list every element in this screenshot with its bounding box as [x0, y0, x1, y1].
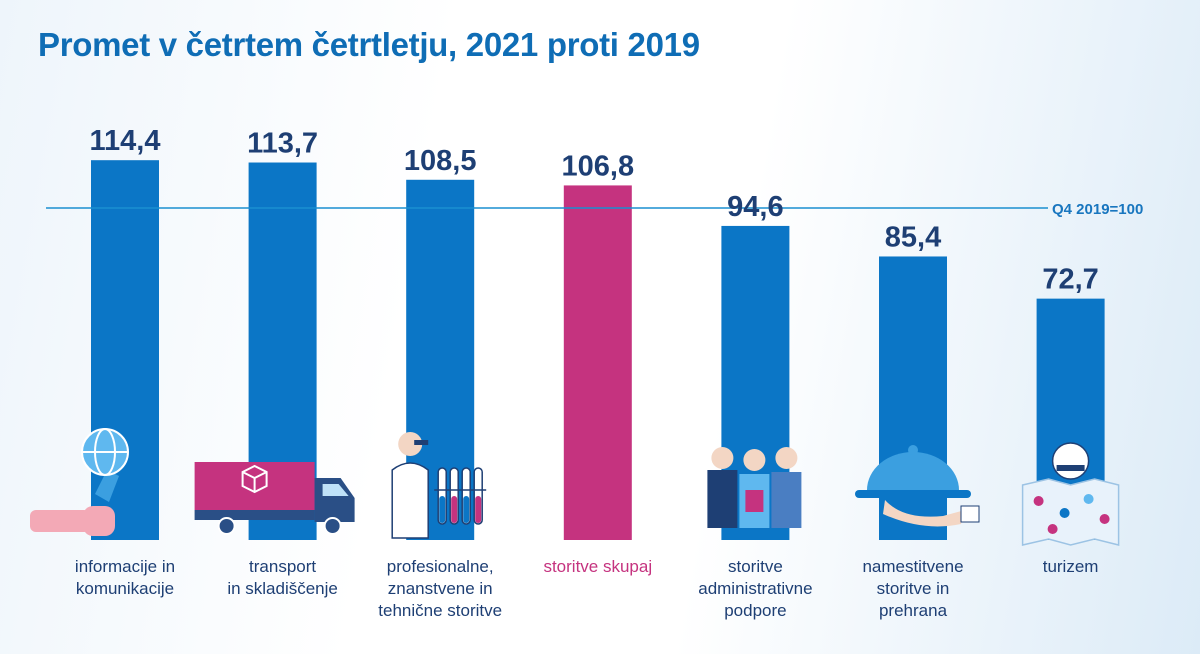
bar-0 — [91, 160, 159, 540]
data-label-3: 106,8 — [562, 150, 635, 182]
category-label-5: namestitvene storitve in prehrana — [862, 557, 963, 620]
office-workers-icon — [707, 447, 802, 528]
truck-icon — [194, 462, 355, 535]
scientist-icon — [391, 432, 487, 539]
bar-3 — [563, 185, 632, 540]
data-label-4: 94,6 — [727, 191, 783, 223]
chart-title: Promet v četrtem četrtletju, 2021 proti … — [38, 26, 700, 63]
reference-label: Q4 2019=100 — [1052, 201, 1143, 218]
data-label-6: 72,7 — [1042, 264, 1098, 296]
tourist-map-icon — [1021, 442, 1120, 546]
data-label-0: 114,4 — [90, 125, 161, 157]
category-label-3: storitve skupaj — [543, 557, 652, 576]
data-label-1: 113,7 — [247, 128, 318, 160]
cloche-icon — [855, 445, 980, 527]
category-label-4: storitve administrativne podpore — [698, 557, 812, 620]
data-label-2: 108,5 — [404, 145, 477, 177]
category-label-1: transport in skladiščenje — [227, 557, 338, 598]
data-label-5: 85,4 — [885, 221, 941, 253]
globe-hand-icon — [30, 428, 129, 536]
category-label-6: turizem — [1043, 557, 1099, 576]
category-label-0: informacije in komunikacije — [75, 557, 175, 598]
category-label-2: profesionalne, znanstvene in tehnične stor… — [378, 557, 502, 620]
